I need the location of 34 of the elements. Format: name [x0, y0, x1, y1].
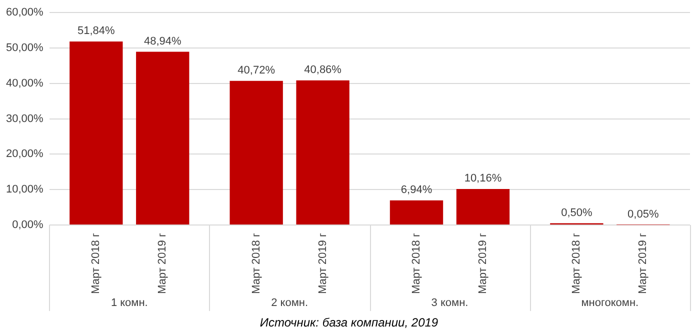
- x-tick-label: 3 комн.: [431, 297, 468, 310]
- y-tick-label: 60,00%: [6, 6, 44, 19]
- x-tick-label: 2 комн.: [271, 297, 308, 310]
- data-label: 40,72%: [238, 64, 276, 76]
- text: Март 2019 г: [156, 233, 169, 294]
- text: Март 2018 г: [250, 233, 262, 294]
- text: Март 2018 г: [90, 233, 102, 294]
- y-tick-label: 50,00%: [6, 42, 44, 54]
- y-tick-label: 30,00%: [6, 112, 44, 125]
- y-tick-label: 40,00%: [6, 77, 44, 90]
- data-label: 10,16%: [464, 172, 502, 185]
- x-tick-label: многокомн.: [581, 297, 639, 310]
- data-label: 40,86%: [304, 64, 342, 76]
- data-label: 51,84%: [78, 25, 116, 38]
- y-tick-label: 20,00%: [6, 148, 44, 160]
- bar: [70, 41, 123, 224]
- data-label: 0,05%: [628, 208, 659, 220]
- bar: [136, 52, 190, 224]
- bar: [296, 80, 350, 224]
- text: Март 2018 г: [410, 233, 423, 294]
- y-tick-label: 10,00%: [6, 184, 44, 196]
- text: Март 2018 г: [570, 233, 583, 294]
- data-label: 0,50%: [561, 206, 592, 219]
- text: Март 2019 г: [477, 233, 490, 294]
- text: Март 2019 г: [316, 233, 329, 294]
- data-label: 48,94%: [144, 35, 182, 48]
- text: Март 2019 г: [637, 233, 650, 294]
- data-label: 6,94%: [400, 184, 432, 196]
- x-tick-label: 1 комн.: [110, 297, 148, 310]
- text: Источник: база компании, 2019: [260, 315, 438, 330]
- bar: [390, 200, 444, 224]
- bar: [456, 189, 510, 224]
- y-tick-label: 0,00%: [12, 219, 44, 232]
- bar: [230, 80, 283, 224]
